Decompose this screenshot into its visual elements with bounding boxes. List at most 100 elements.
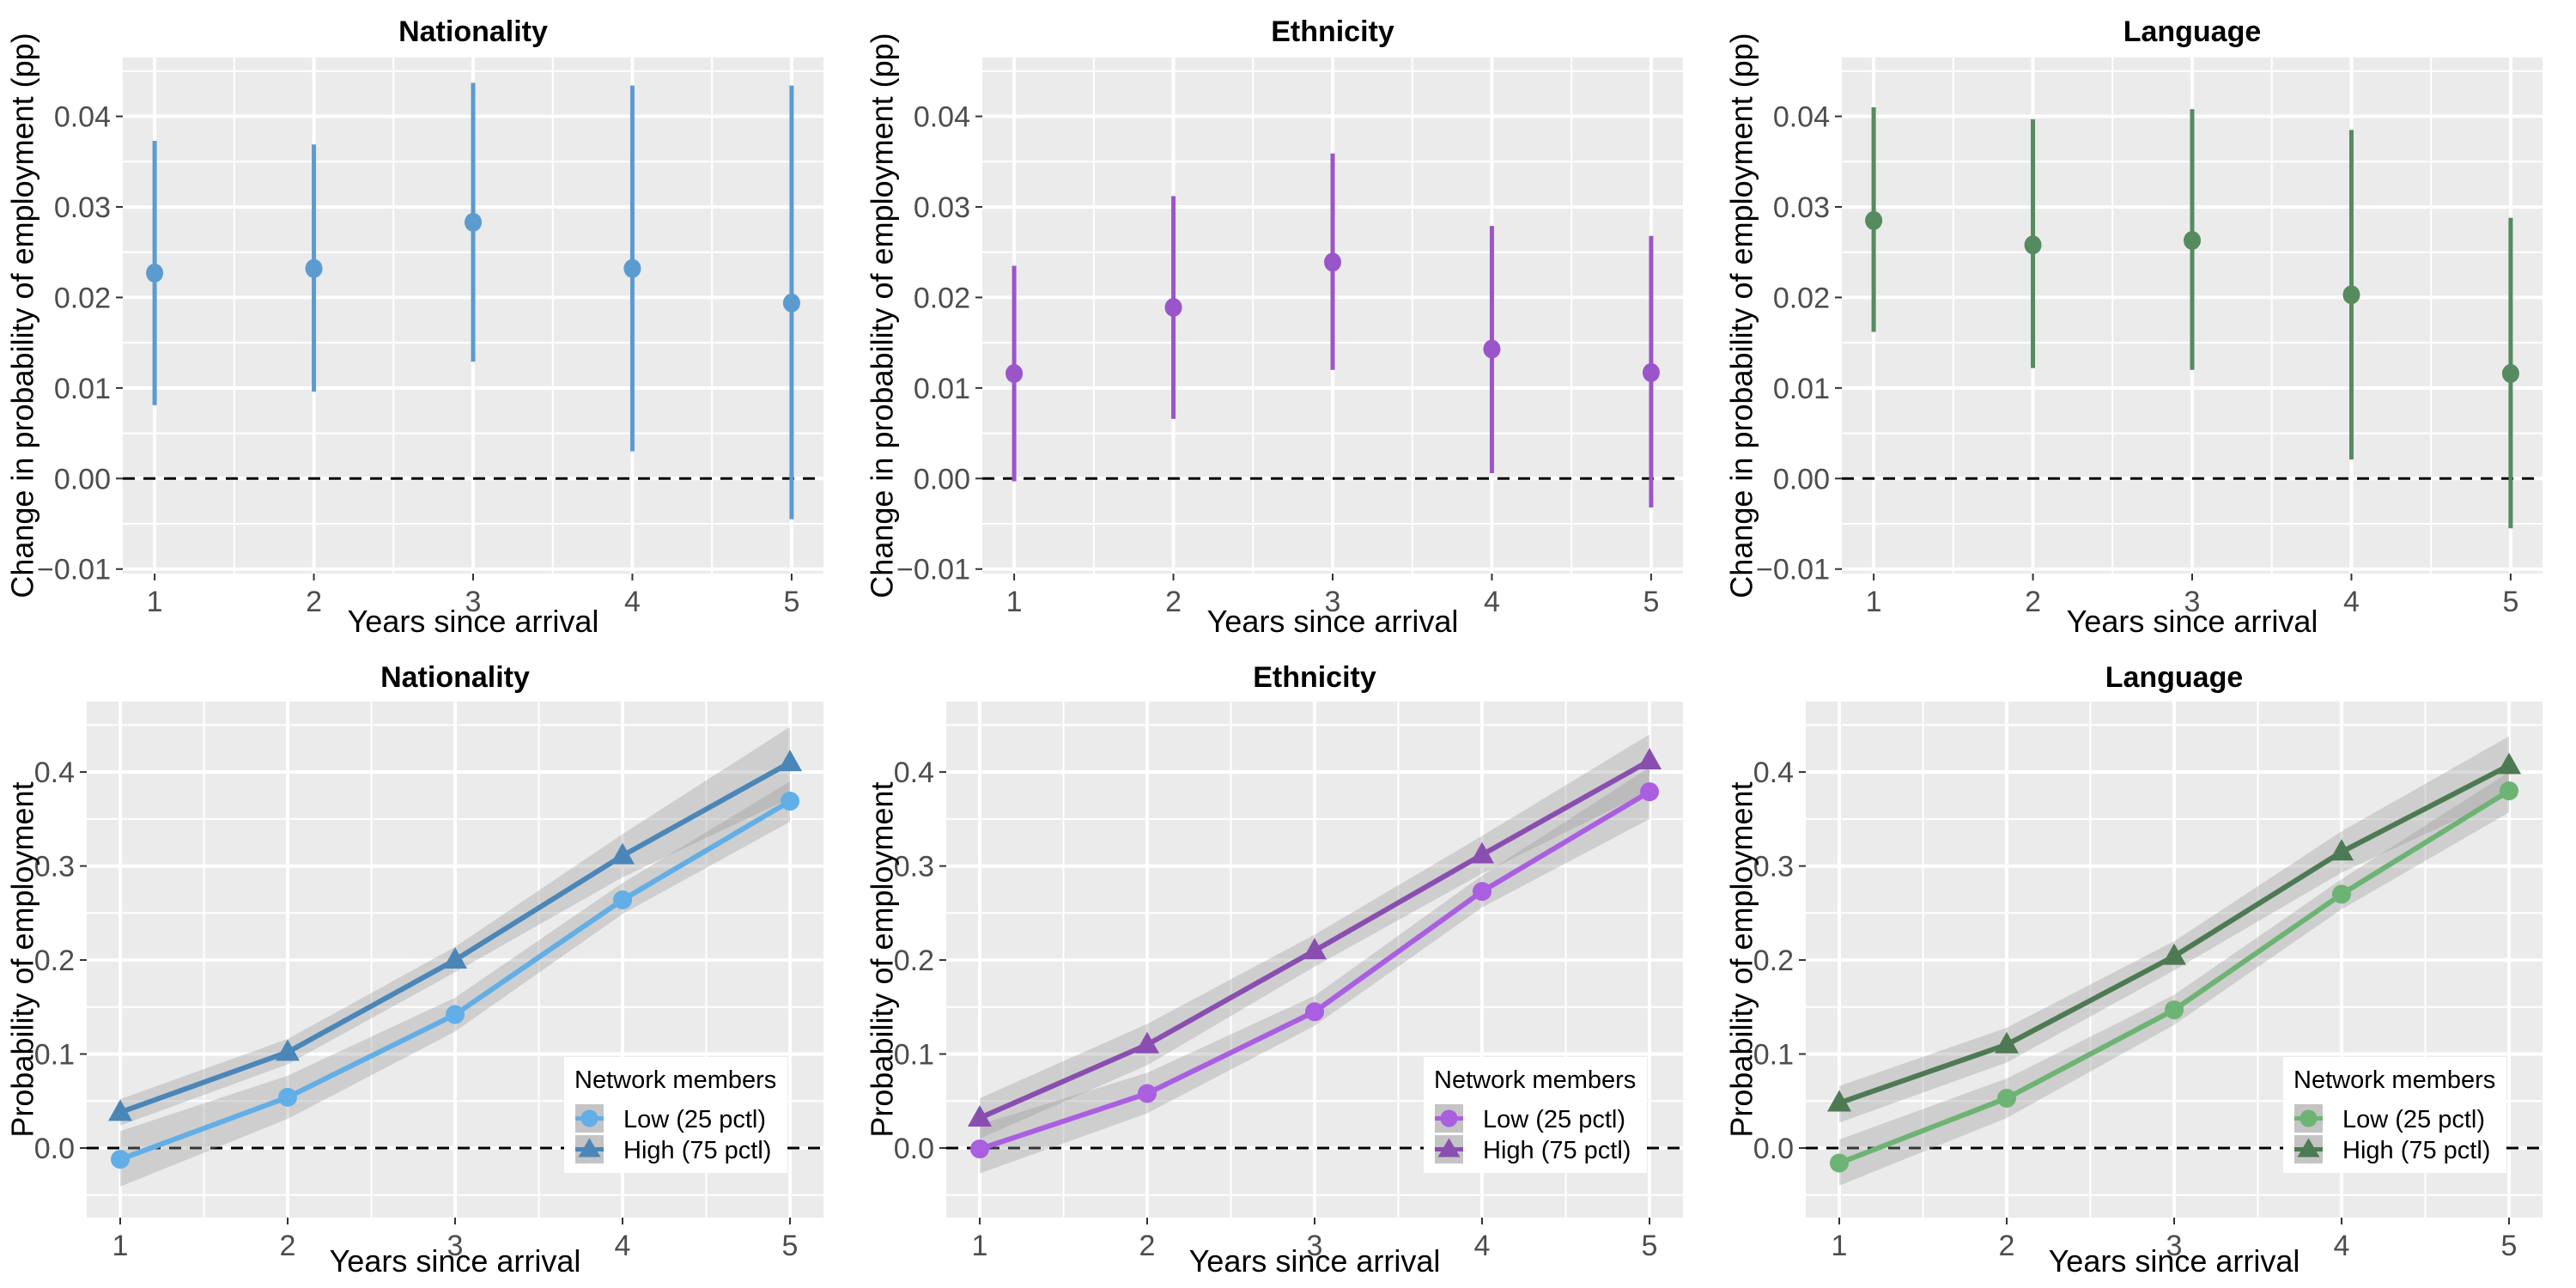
legend: Network members Low (25 pctl) High (75 pct… bbox=[2283, 1057, 2506, 1173]
x-tick-label: 1 bbox=[1832, 1230, 1848, 1262]
triangle-marker bbox=[1995, 1031, 2019, 1054]
panel-title: Nationality bbox=[398, 15, 548, 48]
y-tick-label: 0.3 bbox=[894, 851, 934, 884]
circle-marker bbox=[1138, 1084, 1157, 1103]
y-tick-label: 0.0 bbox=[1753, 1133, 1794, 1165]
legend-circle-icon bbox=[580, 1109, 598, 1127]
circle-marker bbox=[970, 1139, 989, 1159]
point-estimate bbox=[1324, 252, 1341, 272]
y-tick-label: 0.1 bbox=[894, 1039, 934, 1072]
y-tick-label: 0.04 bbox=[54, 101, 111, 134]
y-tick-label: −0.01 bbox=[37, 554, 111, 586]
y-tick-label: 0.3 bbox=[34, 851, 75, 884]
x-tick-label: 3 bbox=[2184, 586, 2201, 618]
circle-marker bbox=[1305, 1002, 1324, 1022]
circle-marker bbox=[1830, 1153, 1849, 1173]
legend-title: Network members bbox=[2293, 1066, 2495, 1094]
triangle-marker bbox=[1135, 1031, 1159, 1054]
point-estimate bbox=[1005, 363, 1024, 383]
point-estimate bbox=[2501, 363, 2519, 383]
circle-marker bbox=[446, 1005, 465, 1024]
x-tick-label: 2 bbox=[2025, 586, 2041, 618]
panel-0: −0.01 0.00 0.01 0.02 0.03 0.04 1 2 3 4 5 Nationalit… bbox=[5, 15, 823, 639]
panel-1: −0.01 0.00 0.01 0.02 0.03 0.04 1 2 3 4 5 Ethnicity Y… bbox=[865, 15, 1683, 639]
y-tick-label: 0.2 bbox=[894, 945, 934, 977]
y-tick-label: 0.1 bbox=[1753, 1039, 1794, 1072]
circle-marker bbox=[781, 792, 799, 811]
x-tick-label: 2 bbox=[306, 586, 322, 618]
y-tick-label: 0.03 bbox=[914, 191, 970, 224]
triangle-marker bbox=[443, 947, 467, 969]
x-tick-label: 3 bbox=[1325, 586, 1341, 618]
point-estimate bbox=[305, 258, 323, 278]
panel-title: Nationality bbox=[380, 661, 530, 694]
panel-2: −0.01 0.00 0.01 0.02 0.03 0.04 1 2 3 4 5 Language Ye… bbox=[1724, 15, 2543, 639]
x-tick-label: 3 bbox=[447, 1230, 464, 1262]
y-tick-label: 0.02 bbox=[1773, 282, 1830, 314]
x-tick-label: 4 bbox=[2343, 586, 2360, 618]
confidence-ribbon bbox=[1839, 772, 2509, 1186]
y-tick-label: 0.2 bbox=[34, 945, 75, 977]
point-estimate bbox=[146, 263, 164, 283]
y-tick-label: 0.2 bbox=[1753, 945, 1794, 977]
circle-marker bbox=[2165, 1000, 2184, 1020]
legend-title: Network members bbox=[574, 1066, 776, 1094]
confidence-ribbon bbox=[120, 781, 790, 1187]
y-tick-label: 0.00 bbox=[54, 463, 111, 495]
point-estimate bbox=[1642, 362, 1660, 382]
legend-circle-icon bbox=[2300, 1109, 2318, 1127]
triangle-marker bbox=[2497, 752, 2521, 775]
legend-title: Network members bbox=[1434, 1066, 1636, 1094]
panel-title: Language bbox=[2105, 661, 2244, 694]
triangle-marker bbox=[1637, 747, 1662, 769]
x-tick-label: 4 bbox=[615, 1230, 631, 1262]
y-axis-label: Change in probability of employment (pp) bbox=[5, 33, 40, 598]
panel-title: Language bbox=[2123, 15, 2262, 48]
circle-marker bbox=[1997, 1088, 2016, 1108]
legend-label: Low (25 pctl) bbox=[2342, 1106, 2485, 1133]
y-tick-label: 0.00 bbox=[914, 463, 970, 495]
confidence-ribbon bbox=[980, 767, 1649, 1174]
circle-marker bbox=[613, 890, 632, 909]
y-tick-label: 0.04 bbox=[914, 101, 970, 134]
y-tick-label: 0.02 bbox=[914, 282, 970, 314]
x-axis-label: Years since arrival bbox=[1207, 604, 1459, 639]
point-estimate bbox=[2024, 235, 2042, 255]
y-axis-label: Probability of employment bbox=[1724, 781, 1759, 1137]
x-tick-label: 1 bbox=[972, 1230, 988, 1262]
triangle-marker bbox=[968, 1104, 992, 1127]
point-estimate bbox=[1483, 339, 1501, 359]
x-tick-label: 3 bbox=[465, 586, 482, 618]
x-axis-label: Years since arrival bbox=[330, 1243, 581, 1279]
confidence-ribbon bbox=[1839, 736, 2509, 1123]
x-tick-label: 5 bbox=[2502, 586, 2518, 618]
point-estimate bbox=[465, 212, 482, 232]
triangle-marker bbox=[276, 1039, 300, 1061]
x-tick-label: 5 bbox=[2501, 1230, 2518, 1262]
x-axis-label: Years since arrival bbox=[1189, 1243, 1441, 1279]
legend: Network members Low (25 pctl) High (75 pct… bbox=[564, 1057, 787, 1173]
triangle-marker bbox=[2330, 839, 2354, 861]
x-tick-label: 2 bbox=[1999, 1230, 2015, 1262]
x-tick-label: 2 bbox=[280, 1230, 296, 1262]
y-tick-label: 0.02 bbox=[54, 282, 111, 314]
panel-title: Ethnicity bbox=[1253, 661, 1376, 694]
circle-marker bbox=[2332, 884, 2351, 904]
y-tick-label: 0.3 bbox=[1753, 851, 1794, 884]
y-tick-label: −0.01 bbox=[896, 554, 970, 586]
point-estimate bbox=[782, 293, 800, 313]
y-tick-label: 0.00 bbox=[1773, 463, 1830, 495]
x-tick-label: 4 bbox=[1484, 586, 1500, 618]
point-estimate bbox=[623, 258, 641, 278]
circle-marker bbox=[278, 1087, 297, 1107]
x-tick-label: 1 bbox=[1006, 586, 1023, 618]
triangle-marker bbox=[1303, 938, 1327, 960]
x-tick-label: 4 bbox=[2334, 1230, 2350, 1262]
panel-4: 0.0 0.1 0.2 0.3 0.4 1 2 3 4 5 Ethnicity Years since… bbox=[865, 661, 1683, 1279]
triangle-marker bbox=[1470, 841, 1494, 864]
y-axis-label: Change in probability of employment (pp) bbox=[1724, 33, 1759, 598]
x-axis-label: Years since arrival bbox=[2049, 1243, 2300, 1279]
legend-circle-icon bbox=[1440, 1109, 1458, 1127]
x-tick-label: 1 bbox=[147, 586, 163, 618]
triangle-marker bbox=[2162, 943, 2186, 965]
